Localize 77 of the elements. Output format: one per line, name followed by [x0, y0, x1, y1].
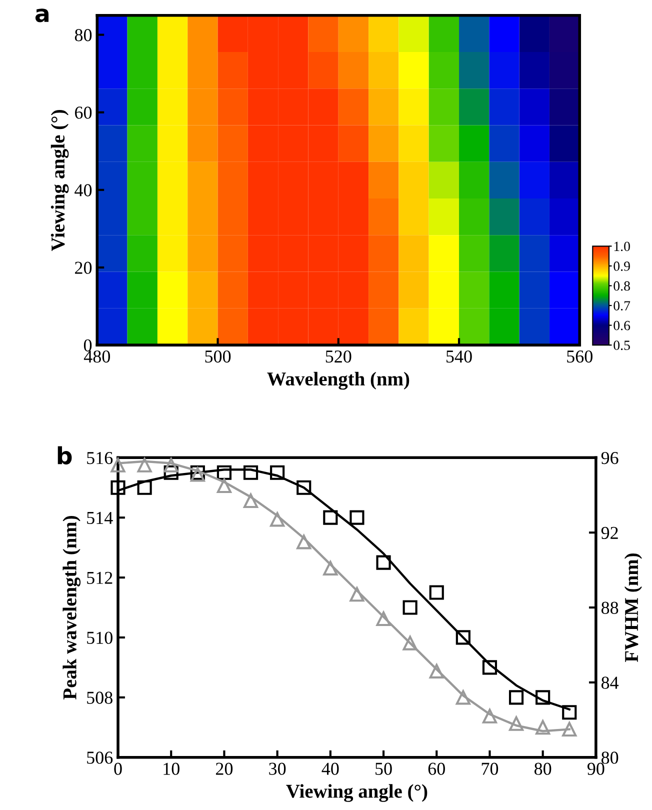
x-tick-label: 480 [84, 350, 110, 363]
x-tick-label: 80 [534, 762, 552, 775]
y-tick-label: 0 [84, 339, 92, 352]
point [456, 690, 470, 705]
point [536, 690, 550, 705]
x-tick-label: 30 [269, 762, 286, 775]
point [508, 716, 524, 731]
y-tick-label: 20 [75, 262, 92, 274]
y2-tick-label: 92 [601, 526, 618, 540]
y-axis-title: Peak wavelength (nm) [62, 516, 81, 700]
chart-title: a [35, 8, 49, 22]
x-tick-label: 10 [164, 762, 180, 775]
x-axis-title: Wavelength (nm) [267, 372, 410, 390]
color-bar-label: 0.6 [614, 320, 630, 330]
point [402, 636, 418, 650]
x-tick-label: 60 [428, 762, 445, 775]
y2-tick-label: 96 [601, 452, 618, 464]
y2-tick-label: 88 [601, 602, 618, 614]
color-bar-label: 0.7 [614, 301, 630, 311]
point [350, 587, 364, 602]
point [350, 510, 364, 525]
point [323, 510, 338, 525]
y-tick-label: 506 [87, 752, 113, 764]
point [270, 512, 285, 527]
point [296, 534, 312, 550]
point [482, 660, 498, 675]
x-tick-label: 560 [567, 350, 592, 363]
point [562, 705, 577, 720]
point [508, 690, 524, 705]
y-tick-label: 510 [87, 632, 112, 644]
point [216, 478, 232, 494]
y2-tick-label: 80 [601, 752, 618, 764]
color-bar-label: 0.5 [614, 340, 630, 350]
x-tick-label: 520 [326, 350, 352, 363]
point [243, 465, 258, 480]
point [429, 664, 444, 678]
point [110, 480, 126, 495]
x-tick-label: 500 [205, 350, 231, 363]
point [164, 465, 178, 480]
x-tick-label: 40 [322, 762, 339, 775]
x-tick-label: 90 [587, 762, 604, 775]
y-tick-label: 80 [74, 29, 92, 42]
point [536, 720, 550, 735]
point [137, 480, 152, 495]
y-tick-label: 514 [87, 512, 113, 524]
chart-title: b [58, 446, 72, 464]
y-tick-label: 60 [75, 106, 92, 119]
color-bar-label: 1.0 [614, 242, 630, 252]
point [270, 465, 285, 480]
point [296, 480, 312, 495]
color-bar-label: 0.9 [614, 262, 630, 271]
point [164, 458, 178, 472]
y-tick-label: 516 [87, 452, 113, 464]
y-tick-label: 40 [74, 184, 92, 196]
x-tick-label: 20 [216, 762, 233, 775]
x-axis-title: Viewing angle (°) [286, 784, 428, 802]
y2-axis-title: FWHM (nm) [624, 554, 642, 662]
y-tick-label: 512 [87, 572, 112, 584]
x-tick-label: 50 [376, 762, 392, 775]
color-bar-label: 0.8 [614, 281, 630, 291]
point [243, 493, 258, 508]
x-tick-label: 70 [482, 762, 498, 775]
point [376, 555, 391, 570]
y2-tick-label: 84 [601, 676, 619, 689]
point [482, 708, 498, 724]
point [323, 560, 338, 576]
x-tick-label: 0 [114, 762, 122, 775]
point [402, 600, 418, 615]
point [456, 630, 470, 645]
point [216, 465, 232, 480]
y-tick-label: 508 [87, 692, 112, 704]
x-tick-label: 540 [446, 350, 472, 363]
point [429, 585, 444, 600]
point [137, 458, 152, 472]
point [376, 611, 391, 626]
y-axis-title: Viewing angle (°) [50, 110, 69, 252]
point [562, 722, 577, 737]
